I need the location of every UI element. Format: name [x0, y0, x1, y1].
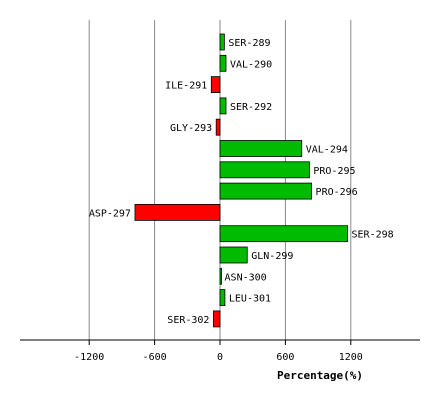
bar-label: PRO-296	[316, 187, 358, 198]
bar	[219, 225, 348, 243]
x-ticks: -1200 -600 0 600 1200	[74, 340, 363, 363]
bar	[219, 33, 225, 51]
bar	[219, 97, 227, 115]
x-tick-label: 0	[217, 352, 223, 363]
bar-label: VAL-294	[306, 145, 348, 156]
bar-label: ASN-300	[225, 272, 267, 283]
bar-label: SER-292	[230, 102, 272, 113]
bar	[219, 289, 226, 307]
bar	[213, 310, 221, 328]
bar-label: LEU-301	[229, 294, 271, 305]
bar-label: SER-298	[352, 230, 394, 241]
x-tick-label: -600	[143, 352, 167, 363]
bar	[219, 267, 222, 285]
bar-label: PRO-295	[313, 166, 355, 177]
bar	[219, 182, 312, 200]
bar-label: SER-289	[228, 38, 270, 49]
bar-label: GLY-293	[170, 123, 212, 134]
x-tick-label: 1200	[339, 352, 363, 363]
bar-label: GLN-299	[251, 251, 293, 262]
bar	[215, 118, 221, 136]
bar-labels: SER-289 VAL-290 ILE-291 SER-292 GLY-293 VAL-2…	[89, 38, 394, 326]
bar	[134, 203, 221, 221]
bar-label: SER-302	[167, 315, 209, 326]
bar	[219, 54, 227, 72]
bar-label: VAL-290	[230, 59, 272, 70]
bar	[219, 246, 248, 264]
x-tick-label: 600	[276, 352, 294, 363]
x-tick-label: -1200	[74, 352, 104, 363]
grid-lines	[88, 20, 352, 340]
x-axis-title: Percentage(%)	[277, 369, 363, 382]
bar	[219, 161, 310, 179]
bar	[219, 140, 303, 157]
bar	[210, 76, 221, 93]
bars	[134, 33, 348, 328]
bar-label: ASP-297	[89, 208, 131, 219]
bar-label: ILE-291	[165, 81, 207, 92]
